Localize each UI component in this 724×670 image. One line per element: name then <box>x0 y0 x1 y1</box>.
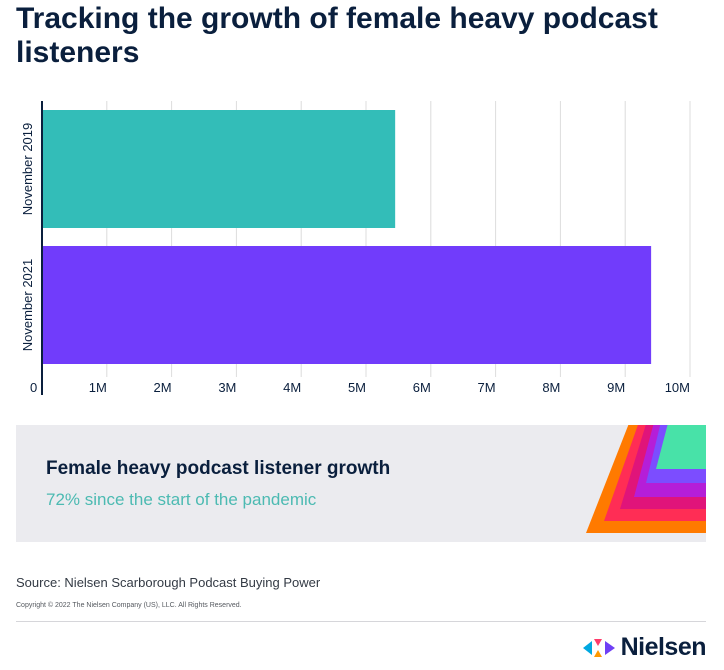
x-tick-labels: 0 1M 2M 3M 4M 5M 6M 7M 8M 9M 10M <box>30 380 690 395</box>
nielsen-logo-icon <box>582 638 615 657</box>
bar-chart: November 2019 November 2021 0 1M 2M 3M 4M 5M 6M… <box>20 101 691 395</box>
layered-triangle-graphic <box>586 425 706 533</box>
x-tick-label: 0 <box>30 380 37 395</box>
page-title: Tracking the growth of female heavy podc… <box>16 2 658 69</box>
brand-name: Nielsen <box>620 633 707 661</box>
x-tick-label: 3M <box>218 380 236 395</box>
x-tick-label: 5M <box>348 380 366 395</box>
growth-callout: Female heavy podcast listener growth 72%… <box>16 425 706 542</box>
x-tick-label: 7M <box>478 380 496 395</box>
category-label: November 2019 <box>20 123 35 216</box>
x-tick-label: 2M <box>154 380 172 395</box>
bar <box>42 110 396 228</box>
brand-logo: Nielsen <box>582 633 707 662</box>
x-tick-label: 6M <box>413 380 431 395</box>
x-tick-label: 4M <box>283 380 301 395</box>
source-note: Source: Nielsen Scarborough Podcast Buyi… <box>16 575 321 590</box>
x-tick-label: 8M <box>542 380 560 395</box>
bar <box>42 246 652 364</box>
x-tick-label: 1M <box>89 380 107 395</box>
callout-subtext: 72% since the start of the pandemic <box>46 490 317 509</box>
category-label: November 2021 <box>20 259 35 352</box>
x-tick-label: 10M <box>665 380 690 395</box>
copyright-note: Copyright © 2022 The Nielsen Company (US… <box>16 602 242 609</box>
bars <box>42 110 652 364</box>
x-tick-label: 9M <box>607 380 625 395</box>
callout-heading: Female heavy podcast listener growth <box>46 458 391 479</box>
graphic-layer <box>656 425 706 469</box>
category-labels: November 2019 November 2021 <box>20 123 35 352</box>
footer-divider <box>16 621 706 622</box>
